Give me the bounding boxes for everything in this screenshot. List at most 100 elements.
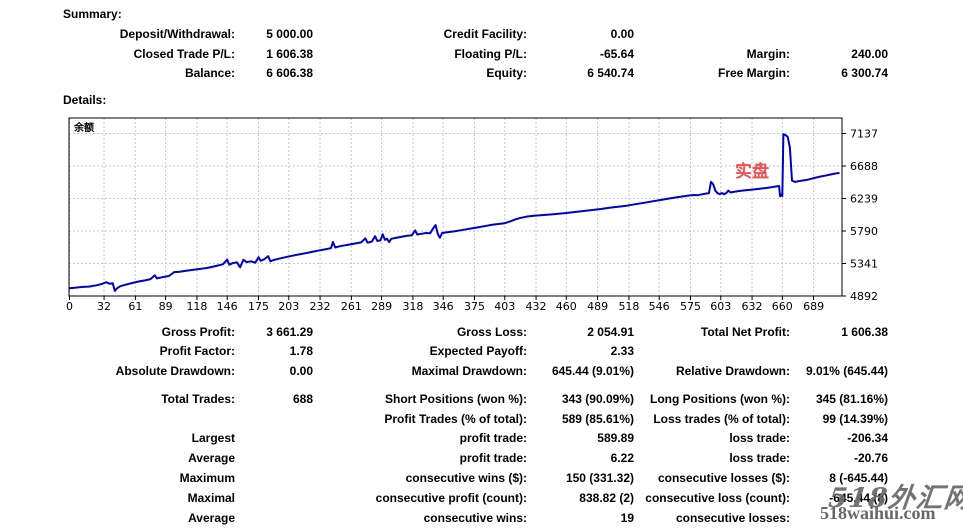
stat-label: profit trade:	[459, 431, 527, 445]
stat-label: Deposit/Withdrawal:	[119, 27, 235, 41]
stat-value: -20.76	[853, 451, 888, 465]
details-heading: Details:	[63, 93, 107, 107]
stat-value: 0.00	[289, 364, 313, 378]
stat-value: -645.44 (8)	[829, 491, 888, 505]
x-tick-label: 232	[310, 300, 331, 313]
stat-label: Average	[188, 451, 235, 465]
y-tick-label: 5790	[850, 225, 878, 238]
x-tick-label: 261	[341, 300, 362, 313]
stat-label: Maximal Drawdown:	[411, 364, 527, 378]
stat-label: Loss trades (% of total):	[653, 412, 790, 426]
stat-label: Average	[188, 511, 235, 525]
stat-value: 1 606.38	[841, 325, 888, 339]
stat-label: Free Margin:	[717, 66, 790, 80]
x-tick-label: 489	[587, 300, 608, 313]
stat-label: Largest	[191, 431, 235, 445]
stat-value: 6 540.74	[587, 66, 634, 80]
stat-value: 645.44 (9.01%)	[551, 364, 634, 378]
stat-label: consecutive wins:	[423, 511, 527, 525]
stat-label: consecutive losses:	[675, 511, 790, 525]
stat-value: -65.64	[599, 47, 634, 61]
stat-label: loss trade:	[729, 451, 790, 465]
x-tick-label: 118	[186, 300, 207, 313]
x-tick-label: 403	[494, 300, 515, 313]
x-tick-label: 518	[618, 300, 639, 313]
stat-label: consecutive profit (count):	[375, 491, 527, 505]
x-tick-label: 61	[128, 300, 142, 313]
stat-value: 6 300.74	[841, 66, 888, 80]
stat-value: 0.00	[610, 27, 634, 41]
x-tick-label: 689	[803, 300, 824, 313]
stat-label: Absolute Drawdown:	[115, 364, 235, 378]
stat-value: 2 054.91	[587, 325, 634, 339]
x-tick-label: 203	[278, 300, 299, 313]
stat-label: Expected Payoff:	[429, 344, 527, 358]
x-tick-label: 632	[742, 300, 763, 313]
stat-value: 6.22	[610, 451, 634, 465]
stat-label: Gross Profit:	[161, 325, 235, 339]
x-tick-label: 603	[710, 300, 731, 313]
x-axis-labels: 0 32 61 89 118 146 175 203 232 261 289 318 346 375 403…	[66, 300, 824, 313]
x-tick-label: 575	[680, 300, 701, 313]
stat-value: 345 (81.16%)	[815, 392, 888, 406]
series-legend-label: 余额	[73, 121, 94, 134]
stat-label: Total Trades:	[161, 392, 235, 406]
x-tick-label: 0	[66, 300, 73, 313]
stat-value: 5 000.00	[266, 27, 313, 41]
stat-label: Total Net Profit:	[700, 325, 790, 339]
stat-label: Profit Factor:	[159, 344, 235, 358]
stat-value: 589.89	[597, 431, 634, 445]
watermark-site-url: 518waihui.com	[820, 503, 936, 523]
stat-label: loss trade:	[729, 431, 790, 445]
x-tick-label: 32	[97, 300, 111, 313]
stat-value: 589 (85.61%)	[561, 412, 634, 426]
y-tick-label: 7137	[850, 128, 878, 141]
stat-value: 9.01% (645.44)	[805, 364, 888, 378]
stat-value: 19	[620, 511, 634, 525]
stat-value: 2.33	[610, 344, 634, 358]
stat-label: Gross Loss:	[456, 325, 527, 339]
y-tick-label: 5341	[850, 258, 878, 271]
y-tick-label: 6239	[850, 193, 878, 206]
x-tick-label: 318	[402, 300, 423, 313]
balance-chart: 0 32 61 89 118 146 175 203 232 261 289 318 346 375 403…	[60, 110, 900, 315]
stat-label: Short Positions (won %):	[385, 392, 527, 406]
plot-background	[69, 118, 842, 296]
stat-value: 8 (-645.44)	[829, 471, 888, 485]
x-tick-label: 346	[433, 300, 454, 313]
y-tick-label: 4892	[850, 290, 878, 303]
balance-line	[69, 133, 840, 292]
stat-label: Profit Trades (% of total):	[384, 412, 527, 426]
stat-label: Maximum	[179, 471, 235, 485]
stat-value: 99 (14.39%)	[822, 412, 888, 426]
stat-value: 3 661.29	[266, 325, 313, 339]
stat-value: -206.34	[847, 431, 888, 445]
x-tick-label: 375	[464, 300, 485, 313]
stat-value: 688	[292, 392, 313, 406]
x-tick-label: 146	[217, 300, 238, 313]
stat-label: Long Positions (won %):	[650, 392, 790, 406]
stat-value: 150 (331.32)	[565, 471, 634, 485]
stat-label: consecutive wins ($):	[405, 471, 527, 485]
stat-value: 1.78	[289, 344, 313, 358]
stat-value: 343 (90.09%)	[561, 392, 634, 406]
balance-chart-svg: 0 32 61 89 118 146 175 203 232 261 289 318 346 375 403…	[66, 117, 878, 313]
stat-label: consecutive losses ($):	[657, 471, 790, 485]
x-tick-label: 460	[556, 300, 577, 313]
y-tick-label: 6688	[850, 160, 878, 173]
stat-label: Floating P/L:	[454, 47, 527, 61]
stat-label: Credit Facility:	[443, 27, 527, 41]
stat-label: Maximal	[187, 491, 235, 505]
stat-label: Equity:	[486, 66, 527, 80]
gridlines	[69, 118, 842, 296]
x-tick-label: 432	[526, 300, 547, 313]
stat-value: 1 606.38	[266, 47, 313, 61]
stat-value: 838.82 (2)	[579, 491, 634, 505]
summary-heading: Summary:	[63, 7, 122, 21]
x-tick-label: 546	[649, 300, 670, 313]
stat-value: 240.00	[851, 47, 888, 61]
stat-value: 6 606.38	[266, 66, 313, 80]
x-tick-label: 660	[772, 300, 793, 313]
x-tick-label: 89	[159, 300, 173, 313]
